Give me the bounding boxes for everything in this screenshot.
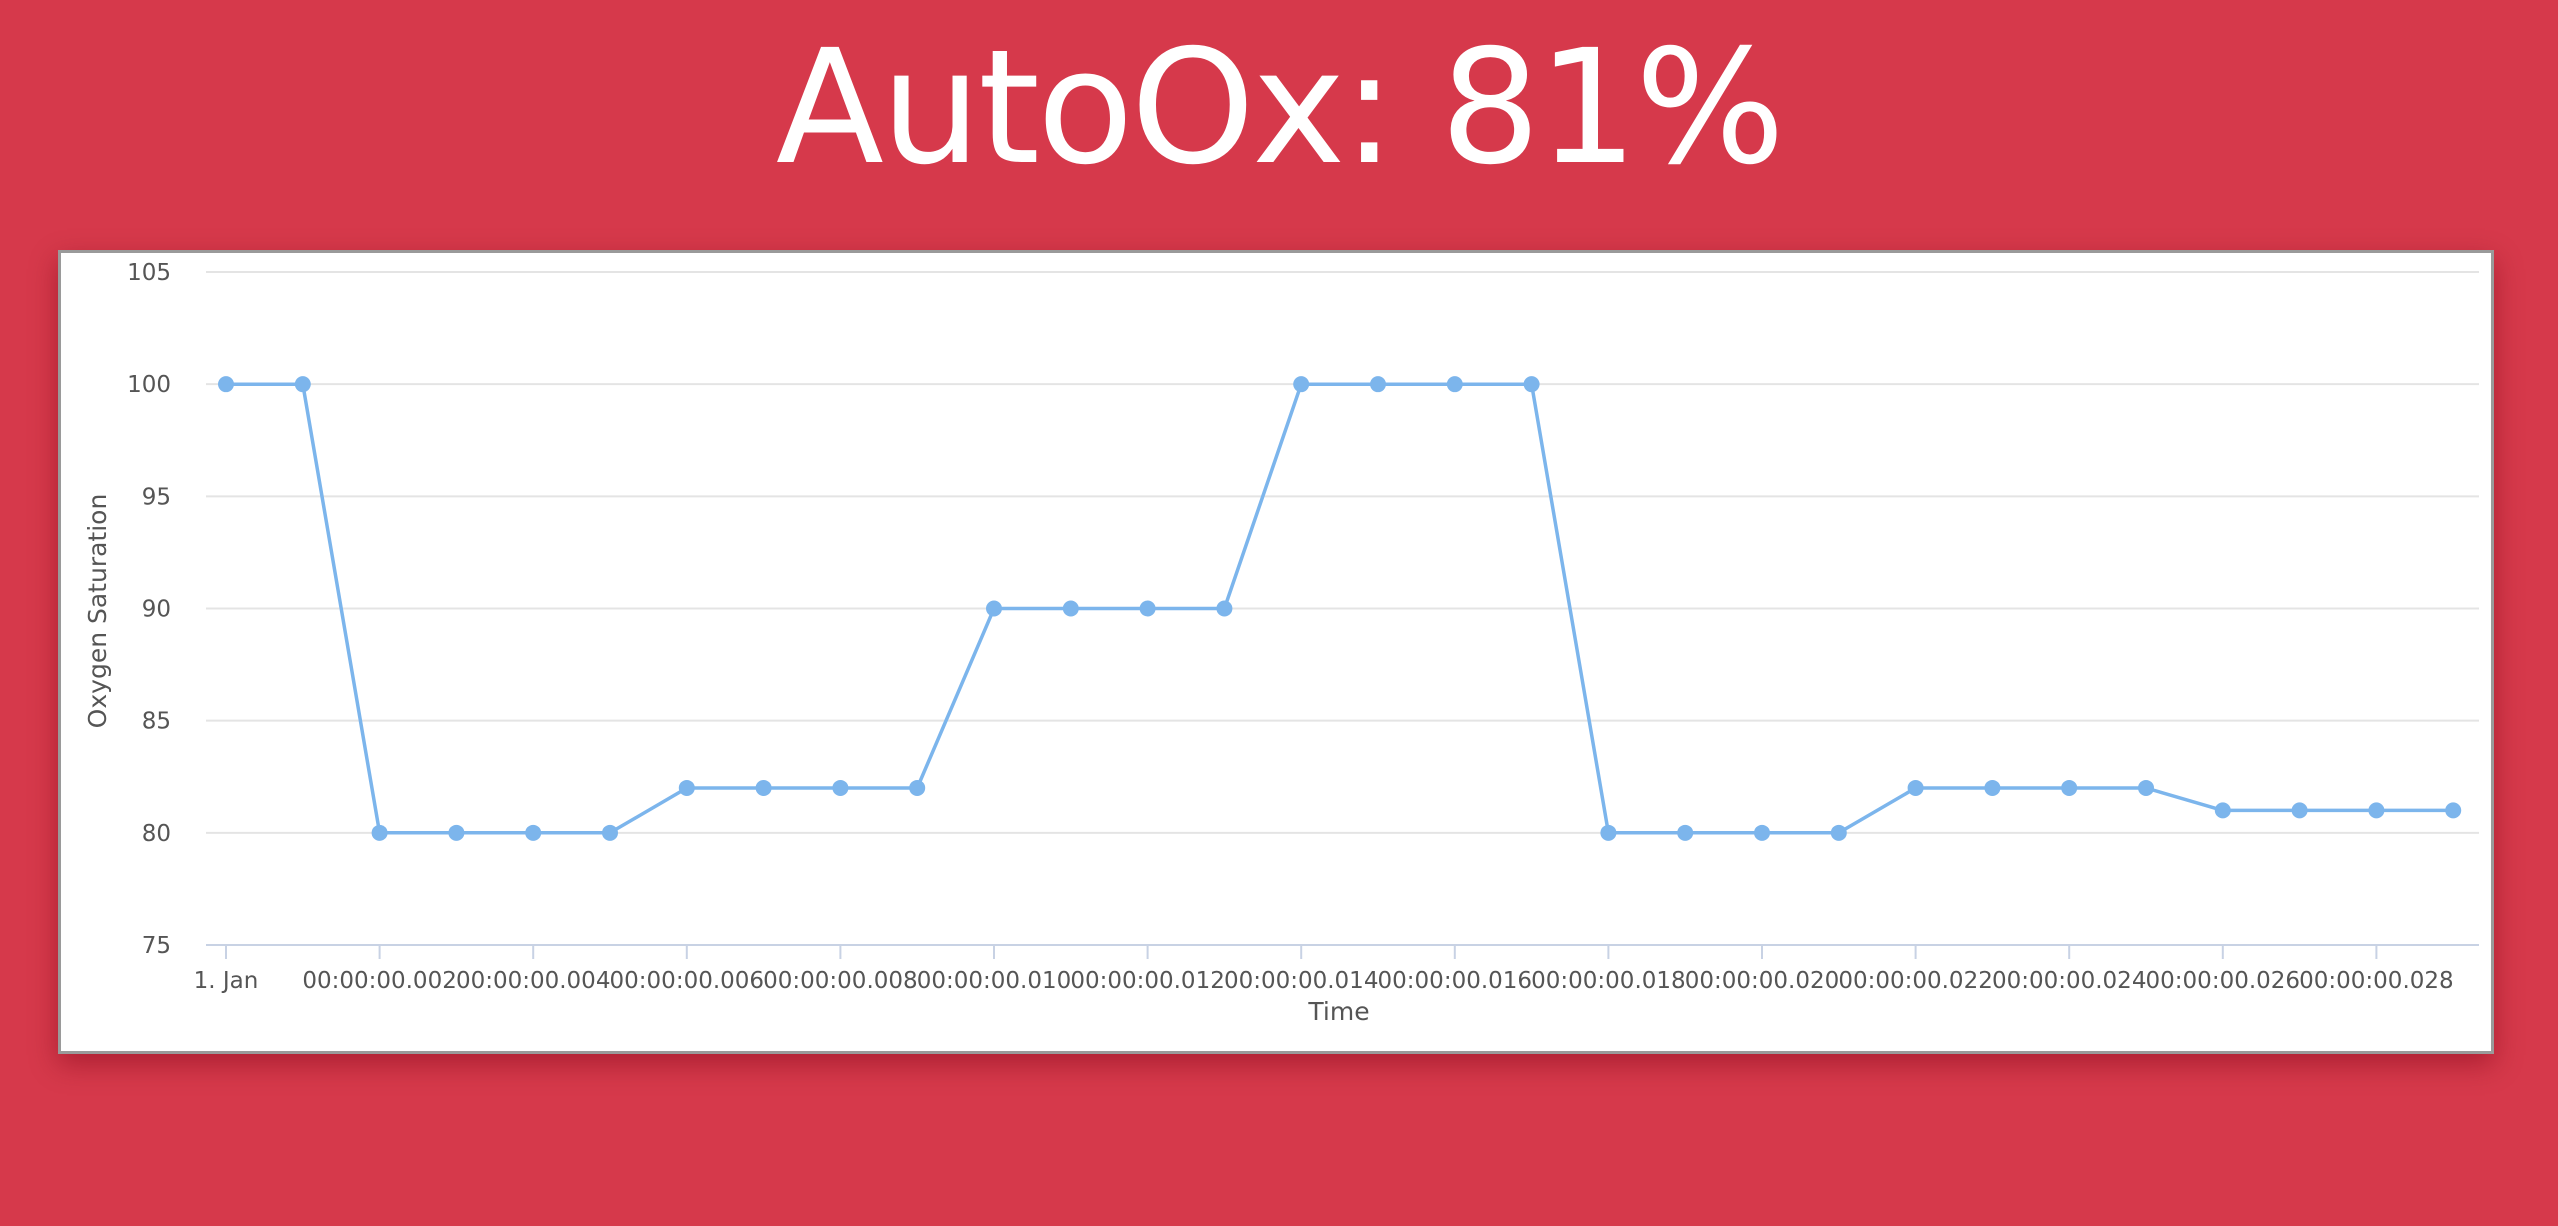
series-line <box>226 382 2454 835</box>
x-tick-label: 00:00:00.026 <box>2146 968 2301 994</box>
x-axis-title: Time <box>1307 997 1369 1026</box>
data-point[interactable] <box>909 779 926 796</box>
data-point[interactable] <box>1984 779 2001 796</box>
data-point[interactable] <box>1062 600 1079 617</box>
series-oxygen-saturation <box>218 376 2462 841</box>
y-tick-label: 75 <box>142 933 171 959</box>
grid-lines <box>206 271 2479 834</box>
y-tick-label: 80 <box>142 821 171 847</box>
data-point[interactable] <box>1523 376 1540 393</box>
y-tick-label: 85 <box>142 709 171 735</box>
x-tick-label: 00:00:00.012 <box>1070 968 1225 994</box>
data-point[interactable] <box>525 824 542 841</box>
x-tick-label: 00:00:00.014 <box>1224 968 1379 994</box>
data-point[interactable] <box>2291 802 2308 819</box>
data-point[interactable] <box>1139 600 1156 617</box>
data-point[interactable] <box>448 824 465 841</box>
x-tick-label: 00:00:00.018 <box>1531 968 1686 994</box>
data-point[interactable] <box>755 779 772 796</box>
data-point[interactable] <box>371 824 388 841</box>
data-point[interactable] <box>1216 600 1233 617</box>
y-axis-title: Oxygen Saturation <box>83 494 112 729</box>
axes <box>206 944 2479 959</box>
y-tick-label: 90 <box>142 597 171 623</box>
page-title: AutoOx: 81% <box>775 16 1785 200</box>
data-point[interactable] <box>2138 779 2154 796</box>
x-tick-label: 1. Jan <box>194 968 259 994</box>
x-tick-label: 00:00:00.010 <box>917 968 1072 994</box>
y-tick-label: 105 <box>127 260 171 286</box>
x-tick-label: 00:00:00.002 <box>302 968 457 994</box>
x-tick-label: 00:00:00.024 <box>1992 968 2147 994</box>
x-tick-label: 00:00:00.028 <box>2299 968 2454 994</box>
data-point[interactable] <box>832 779 849 796</box>
data-point[interactable] <box>2214 802 2231 819</box>
data-point[interactable] <box>1677 824 1694 841</box>
data-point[interactable] <box>1830 824 1847 841</box>
data-point[interactable] <box>2368 802 2385 819</box>
y-tick-label: 100 <box>127 372 171 398</box>
data-point[interactable] <box>1907 779 1924 796</box>
data-point[interactable] <box>678 779 695 796</box>
x-tick-label: 00:00:00.022 <box>1838 968 1993 994</box>
x-tick-label: 00:00:00.004 <box>456 968 611 994</box>
x-axis-tick-labels: 1. Jan 00:00:00.002 00:00:00.004 00:00:00.0… <box>194 968 2454 994</box>
x-tick-label: 00:00:00.008 <box>763 968 918 994</box>
data-point[interactable] <box>1446 376 1463 393</box>
data-point[interactable] <box>986 600 1002 617</box>
data-point[interactable] <box>1600 824 1617 841</box>
data-point[interactable] <box>2061 779 2078 796</box>
data-point[interactable] <box>1370 376 1386 393</box>
chart-panel: 75 80 85 90 95 100 105 1. Jan 00:00:00.002 00:00… <box>58 250 2494 1054</box>
data-point[interactable] <box>2445 802 2462 819</box>
data-point[interactable] <box>294 376 311 393</box>
data-point[interactable] <box>1293 376 1310 393</box>
data-point[interactable] <box>1754 824 1770 841</box>
y-tick-label: 95 <box>142 484 171 510</box>
x-tick-label: 00:00:00.006 <box>610 968 765 994</box>
x-tick-label: 00:00:00.020 <box>1685 968 1840 994</box>
y-axis-tick-labels: 75 80 85 90 95 100 105 <box>127 260 171 959</box>
data-point[interactable] <box>218 376 234 393</box>
x-tick-label: 00:00:00.016 <box>1378 968 1533 994</box>
data-point[interactable] <box>602 824 618 841</box>
